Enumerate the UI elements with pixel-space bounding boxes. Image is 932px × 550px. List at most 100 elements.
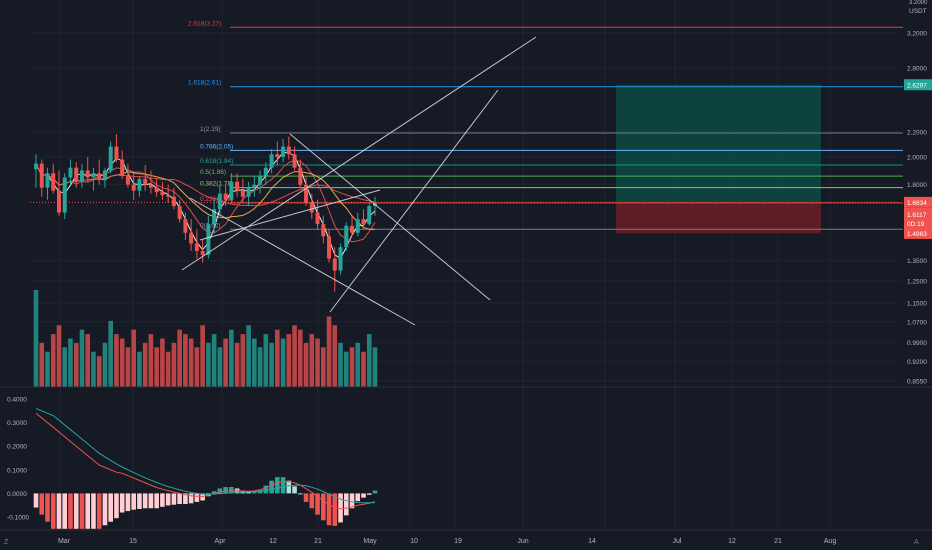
- volume-bar: [269, 342, 274, 387]
- macd-histogram-bar: [355, 493, 361, 502]
- candle-body: [223, 193, 228, 200]
- volume-bar: [194, 347, 200, 387]
- volume-bar: [33, 290, 39, 387]
- stop-loss-zone[interactable]: [616, 202, 821, 234]
- macd-histogram-bar: [372, 490, 378, 494]
- candle-body: [281, 146, 286, 157]
- time-tick: 14: [588, 538, 596, 545]
- trendline-upper-fan[interactable]: [181, 36, 537, 271]
- timezone-icon[interactable]: Z: [4, 539, 9, 546]
- candle-body: [361, 219, 366, 225]
- price-axis-header: 3.2000 USDT: [909, 0, 928, 15]
- macd-tick: 0.2000: [7, 444, 27, 451]
- take-profit-zone[interactable]: [616, 84, 821, 203]
- macd-histogram-bar: [315, 493, 320, 515]
- candle-body: [304, 184, 309, 203]
- volume-bar: [148, 334, 154, 387]
- macd-histogram-bar: [217, 488, 223, 494]
- time-axis[interactable]: Mar 15 Apr 12 21 May 10 19 Jun 14 Jul 12 21 Aug: [0, 529, 932, 545]
- macd-histogram-bar: [114, 493, 119, 519]
- time-tick: 21: [774, 538, 782, 545]
- macd-histogram-bar: [320, 493, 326, 521]
- volume-bar: [91, 351, 96, 387]
- moving-average-line: [35, 163, 376, 207]
- candle-body: [235, 181, 240, 191]
- volume-bar: [217, 347, 223, 387]
- volume-bar: [361, 351, 366, 387]
- macd-axis[interactable]: 0.4000 0.3000 0.2000 0.1000 0.0000 -0.1000: [7, 397, 29, 522]
- volume-bar: [39, 342, 45, 387]
- macd-histogram-bar: [119, 493, 125, 513]
- candle-body: [332, 258, 337, 271]
- volume-bar: [114, 334, 119, 387]
- macd-histogram-bar: [131, 493, 136, 510]
- candle-body: [160, 192, 165, 196]
- macd-histogram-bar: [292, 486, 297, 494]
- price-axis[interactable]: 3.2000 2.8000 2.2000 2.0000 1.8000 1.3500 1.25…: [907, 31, 927, 386]
- macd-histogram-bar: [303, 493, 309, 502]
- candle-body: [56, 190, 61, 213]
- volume-bar: [206, 342, 211, 387]
- volume-bar: [320, 347, 326, 387]
- candle-body: [143, 178, 148, 185]
- volume-bar: [246, 325, 251, 387]
- candle-body: [125, 176, 130, 185]
- candle-body: [166, 195, 171, 197]
- candle-body: [355, 219, 360, 233]
- fib-label-1618: 1.618(2.61): [188, 80, 221, 87]
- trendline-cross[interactable]: [199, 189, 381, 241]
- volume-bar: [286, 334, 292, 387]
- time-tick: May: [363, 538, 377, 545]
- trendline-descending-bottom[interactable]: [189, 197, 416, 326]
- fib-label-05: 0.5(1.86): [200, 169, 226, 176]
- candle-body: [154, 187, 159, 193]
- candle-body: [229, 181, 234, 200]
- volume-bar: [349, 347, 355, 387]
- trendline-descending-top[interactable]: [289, 133, 491, 301]
- candle-body: [240, 190, 245, 197]
- price-tick: 3.2000: [907, 31, 927, 38]
- macd-histogram-bar: [343, 493, 349, 516]
- macd-histogram-bar: [269, 480, 274, 494]
- volume-bar: [171, 342, 177, 387]
- macd-histogram-bar: [298, 493, 303, 495]
- candle-body: [34, 163, 38, 170]
- candle-body: [85, 170, 90, 178]
- candle-body: [171, 196, 176, 207]
- volume-bar: [298, 329, 303, 387]
- macd-histogram-bar: [154, 493, 159, 509]
- volume-bar: [137, 351, 142, 387]
- time-tick: Apr: [215, 538, 227, 545]
- take-profit-badge: 2.6297: [904, 79, 932, 91]
- price-tick: 1.0700: [907, 319, 927, 326]
- time-tick: 19: [454, 538, 462, 545]
- time-tick: Jul: [673, 538, 682, 545]
- candlesticks[interactable]: [34, 134, 377, 292]
- price-tick: 2.0000: [907, 154, 927, 161]
- macd-pane[interactable]: [33, 407, 378, 529]
- candle-body: [350, 225, 355, 233]
- candle-body: [321, 224, 326, 237]
- volume-bar: [303, 342, 309, 387]
- stop-loss-badge: 1.4963: [904, 227, 932, 239]
- currency-label: USDT: [909, 8, 927, 15]
- macd-histogram-bar: [39, 493, 45, 515]
- volume-bar: [275, 329, 280, 387]
- candle-body: [327, 236, 332, 259]
- candle-body: [102, 170, 107, 179]
- volume-bar: [292, 325, 297, 387]
- volume-bar: [366, 334, 372, 387]
- macd-histogram-bar: [165, 493, 171, 506]
- trendline-drawings[interactable]: [181, 36, 537, 326]
- auto-scale-icon[interactable]: A: [914, 539, 919, 546]
- volume-bar: [102, 342, 108, 387]
- volume-bar: [257, 347, 263, 387]
- candle-body: [131, 184, 136, 191]
- candle-body: [258, 176, 263, 185]
- candle-body: [344, 225, 349, 248]
- trendline-lower-fan[interactable]: [329, 89, 499, 313]
- candle-body: [217, 193, 222, 210]
- macd-histogram-bar: [68, 493, 73, 529]
- volume-bar: [45, 351, 50, 387]
